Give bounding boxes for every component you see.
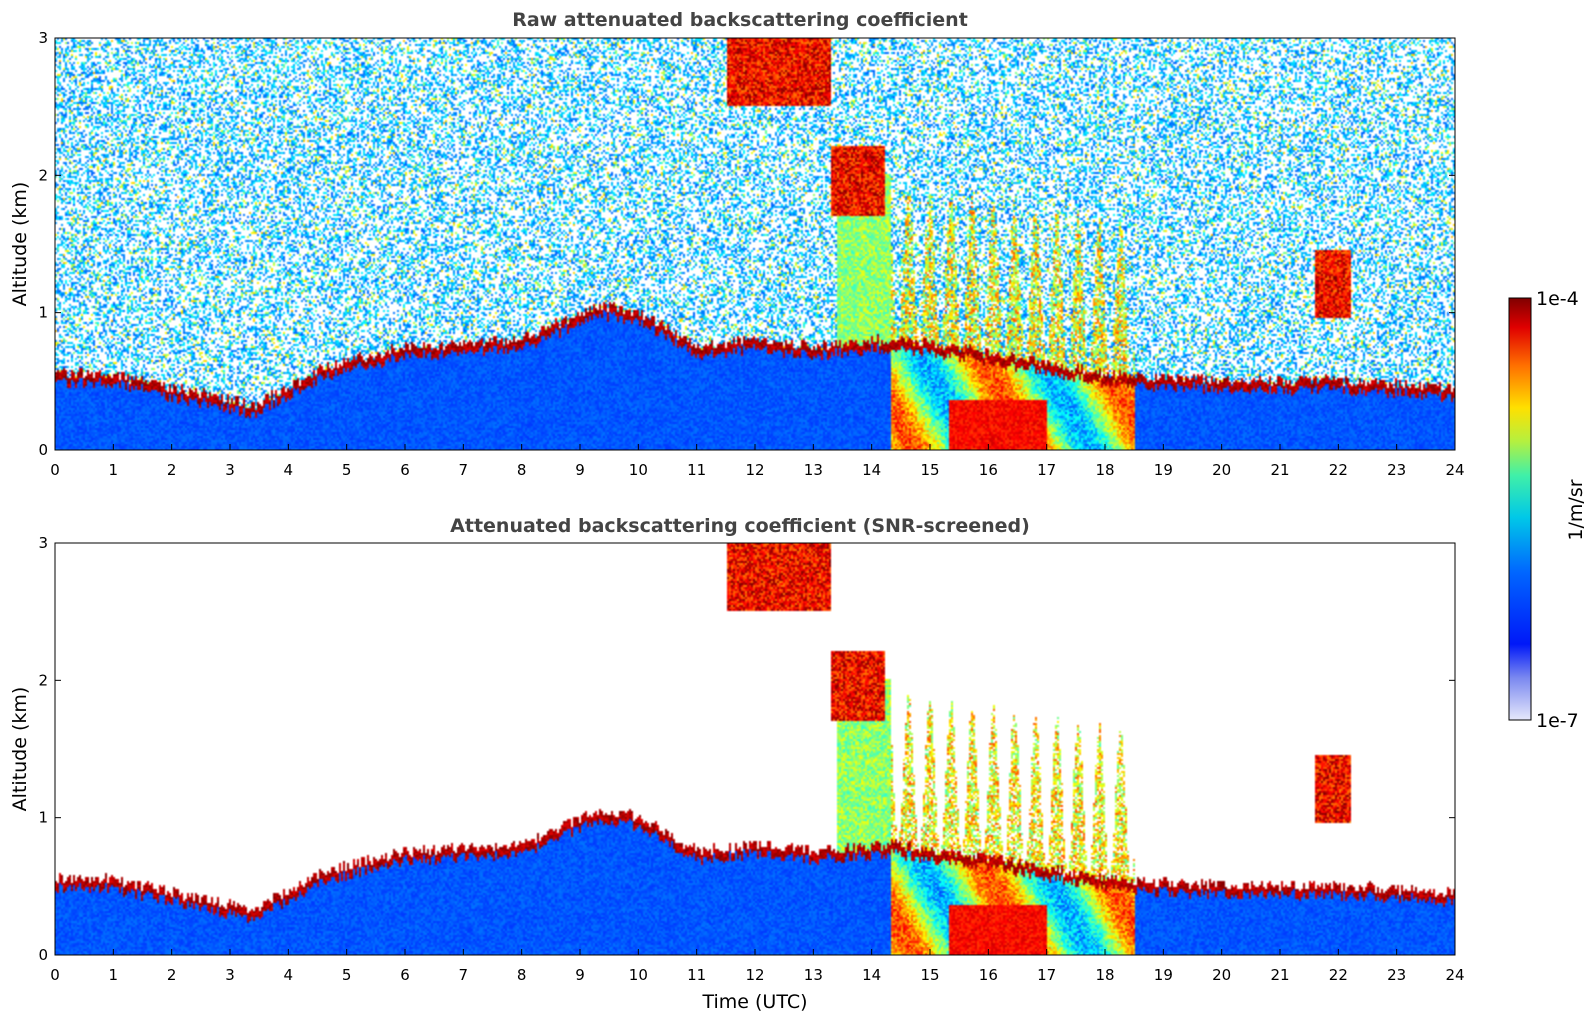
x-tick-label: 17 bbox=[1037, 461, 1056, 479]
colorbar-unit-label: 1/m/sr bbox=[1565, 479, 1587, 540]
x-tick-label: 19 bbox=[1154, 966, 1173, 984]
x-tick-label: 3 bbox=[225, 461, 235, 479]
x-tick-label: 10 bbox=[629, 461, 648, 479]
y-tick-label: 1 bbox=[38, 304, 48, 322]
x-tick-label: 13 bbox=[804, 461, 823, 479]
x-tick-label: 23 bbox=[1387, 461, 1406, 479]
panel-raw: Raw attenuated backscattering coefficien… bbox=[9, 9, 1465, 479]
y-tick-label: 2 bbox=[38, 671, 48, 689]
panel-title-raw: Raw attenuated backscattering coefficien… bbox=[512, 9, 968, 31]
x-tick-label: 9 bbox=[575, 461, 585, 479]
x-tick-label: 14 bbox=[862, 966, 881, 984]
x-tick-label: 1 bbox=[109, 966, 119, 984]
x-ticks-screened: 0 1 2 3 4 5 6 7 8 9 10 11 12 13 14 15 16 17 18 19 20 21 22 23 24 bbox=[50, 949, 1465, 984]
x-tick-label: 12 bbox=[745, 966, 764, 984]
y-ticks-raw: 0 1 2 3 bbox=[38, 29, 1455, 459]
x-tick-label: 19 bbox=[1154, 461, 1173, 479]
x-tick-label: 24 bbox=[1445, 966, 1464, 984]
x-tick-label: 7 bbox=[459, 966, 469, 984]
y-tick-label: 2 bbox=[38, 166, 48, 184]
colorbar-min-label: 1e-7 bbox=[1536, 710, 1579, 732]
x-tick-label: 11 bbox=[687, 461, 706, 479]
x-tick-label: 6 bbox=[400, 461, 410, 479]
x-tick-label: 21 bbox=[1270, 966, 1289, 984]
x-tick-label: 4 bbox=[284, 966, 294, 984]
heatmap-image-screened bbox=[55, 543, 1455, 955]
panel-title-screened: Attenuated backscattering coefficient (S… bbox=[450, 515, 1030, 537]
x-tick-label: 0 bbox=[50, 966, 60, 984]
x-tick-label: 5 bbox=[342, 461, 352, 479]
x-tick-label: 11 bbox=[687, 966, 706, 984]
y-tick-label: 1 bbox=[38, 809, 48, 827]
x-tick-label: 4 bbox=[284, 461, 294, 479]
y-tick-label: 0 bbox=[38, 946, 48, 964]
x-axis-label: Time (UTC) bbox=[701, 991, 807, 1013]
x-tick-label: 9 bbox=[575, 966, 585, 984]
x-tick-label: 2 bbox=[167, 461, 177, 479]
x-tick-label: 15 bbox=[920, 461, 939, 479]
x-tick-label: 16 bbox=[979, 966, 998, 984]
x-tick-label: 23 bbox=[1387, 966, 1406, 984]
x-tick-label: 5 bbox=[342, 966, 352, 984]
heatmap-image-raw bbox=[55, 38, 1455, 450]
x-tick-label: 20 bbox=[1212, 966, 1231, 984]
x-tick-label: 2 bbox=[167, 966, 177, 984]
x-tick-label: 10 bbox=[629, 966, 648, 984]
x-tick-label: 14 bbox=[862, 461, 881, 479]
x-tick-label: 15 bbox=[920, 966, 939, 984]
x-tick-label: 12 bbox=[745, 461, 764, 479]
x-tick-label: 8 bbox=[517, 461, 527, 479]
y-ticks-screened: 0 1 2 3 bbox=[38, 534, 1455, 964]
x-tick-label: 21 bbox=[1270, 461, 1289, 479]
x-tick-label: 0 bbox=[50, 461, 60, 479]
x-tick-label: 13 bbox=[804, 966, 823, 984]
x-tick-label: 6 bbox=[400, 966, 410, 984]
x-tick-label: 22 bbox=[1329, 461, 1348, 479]
x-tick-label: 18 bbox=[1095, 966, 1114, 984]
panel-screened: Attenuated backscattering coefficient (S… bbox=[9, 515, 1465, 1013]
x-ticks-raw: 0 1 2 3 4 5 6 7 8 9 10 11 12 13 14 15 16 17 18 19 20 21 22 23 24 bbox=[50, 444, 1465, 479]
colorbar-max-label: 1e-4 bbox=[1536, 288, 1579, 310]
y-axis-label-raw: Altitude (km) bbox=[9, 182, 31, 307]
y-tick-label: 3 bbox=[38, 29, 48, 47]
y-tick-label: 3 bbox=[38, 534, 48, 552]
x-tick-label: 8 bbox=[517, 966, 527, 984]
x-tick-label: 18 bbox=[1095, 461, 1114, 479]
x-tick-label: 16 bbox=[979, 461, 998, 479]
x-tick-label: 20 bbox=[1212, 461, 1231, 479]
x-tick-label: 24 bbox=[1445, 461, 1464, 479]
x-tick-label: 17 bbox=[1037, 966, 1056, 984]
y-axis-label-screened: Altitude (km) bbox=[9, 687, 31, 812]
colorbar-gradient bbox=[1508, 297, 1532, 721]
x-tick-label: 1 bbox=[109, 461, 119, 479]
x-tick-label: 22 bbox=[1329, 966, 1348, 984]
x-tick-label: 7 bbox=[459, 461, 469, 479]
colorbar: 1e-4 1e-7 1/m/sr bbox=[1508, 288, 1587, 732]
y-tick-label: 0 bbox=[38, 441, 48, 459]
x-tick-label: 3 bbox=[225, 966, 235, 984]
